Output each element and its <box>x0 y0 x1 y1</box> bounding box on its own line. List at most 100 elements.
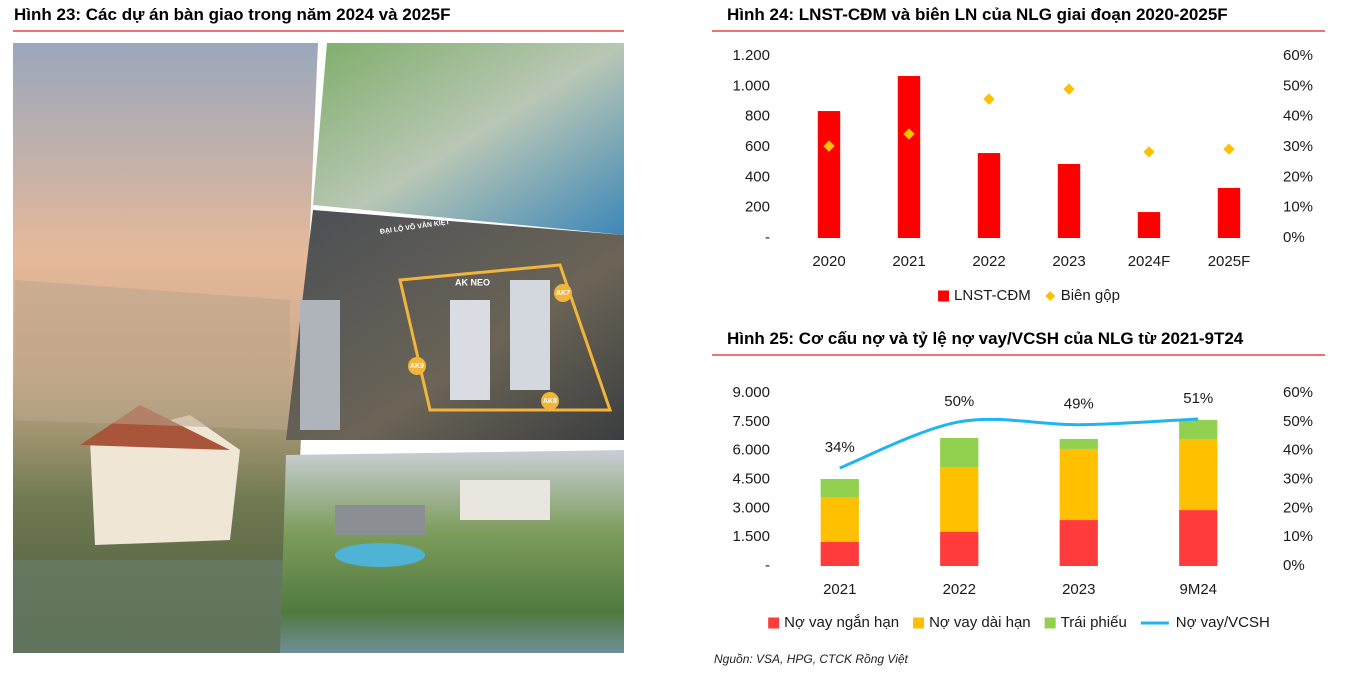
y2-tick-label: 0% <box>1283 557 1305 574</box>
photo-lake <box>13 560 293 653</box>
y2-tick-label: 20% <box>1283 499 1313 516</box>
bar <box>1059 438 1098 449</box>
y-tick-label: 7.500 <box>732 413 770 430</box>
legend-item: Biên gộp <box>1045 287 1120 304</box>
y-tick-label: 400 <box>745 168 770 185</box>
legend-swatch <box>1044 617 1056 629</box>
legend-swatch <box>938 290 950 302</box>
y2-tick-label: 30% <box>1283 138 1313 155</box>
image-label: AK8 <box>543 398 557 405</box>
bar <box>820 541 859 566</box>
marker <box>983 93 995 105</box>
marker <box>1063 83 1075 95</box>
legend-item: Trái phiếu <box>1044 614 1127 631</box>
legend-item: Nợ vay dài hạn <box>913 614 1031 631</box>
photo-aerial <box>313 43 624 235</box>
y-tick-label: 1.500 <box>732 528 770 545</box>
bar <box>940 437 979 468</box>
x-tick-label: 2022 <box>972 253 1005 270</box>
bar <box>1179 419 1218 439</box>
y2-tick-label: 10% <box>1283 528 1313 545</box>
bar <box>1059 520 1098 566</box>
legend-label: Biên gộp <box>1061 287 1120 304</box>
source-note: Nguồn: VSA, HPG, CTCK Rồng Việt <box>714 652 909 666</box>
x-tick-label: 9M24 <box>1179 581 1217 598</box>
y2-tick-label: 40% <box>1283 108 1313 125</box>
y2-tick-label: 60% <box>1283 47 1313 64</box>
bar <box>817 111 841 238</box>
bar <box>1179 510 1218 566</box>
y2-tick-label: 40% <box>1283 442 1313 459</box>
badge <box>554 284 572 302</box>
y-tick-label: - <box>765 557 770 574</box>
legend-swatch <box>768 617 780 629</box>
bar <box>1179 438 1218 511</box>
bar <box>1217 187 1241 238</box>
x-tick-label: 2020 <box>812 253 845 270</box>
y2-tick-label: 0% <box>1283 229 1305 246</box>
photo-houses <box>15 280 290 430</box>
image-label: AK7 <box>556 290 570 297</box>
data-label: 51% <box>1183 390 1213 407</box>
figure-title: Hình 23: Các dự án bàn giao trong năm 20… <box>14 5 451 24</box>
legend-label: Trái phiếu <box>1061 614 1127 631</box>
x-tick-label: 2021 <box>823 581 856 598</box>
bar <box>820 496 859 542</box>
marker <box>823 140 835 152</box>
data-label: 50% <box>944 393 974 410</box>
legend-swatch <box>913 617 925 629</box>
y2-tick-label: 20% <box>1283 168 1313 185</box>
image-label: AK9 <box>410 363 424 370</box>
x-tick-label: 2024F <box>1128 253 1171 270</box>
y2-tick-label: 60% <box>1283 384 1313 401</box>
bar <box>940 467 979 532</box>
x-tick-label: 2023 <box>1062 581 1095 598</box>
bar <box>1059 448 1098 521</box>
y-tick-label: 1.000 <box>732 77 770 94</box>
badge <box>541 392 559 410</box>
legend-label: LNST-CĐM <box>954 287 1031 304</box>
legend-item: Nợ vay/VCSH <box>1140 614 1270 631</box>
legend-swatch <box>1045 291 1056 301</box>
chart-title: Hình 25: Cơ cấu nợ và tỷ lệ nợ vay/VCSH … <box>727 329 1244 348</box>
chart-title: Hình 24: LNST-CĐM và biên LN của NLG gia… <box>727 5 1228 24</box>
photo-roof <box>80 405 230 450</box>
data-label: 49% <box>1064 396 1094 413</box>
line <box>839 417 1199 470</box>
x-tick-label: 2025F <box>1208 253 1251 270</box>
bar <box>940 531 979 566</box>
bar <box>897 76 921 239</box>
photo-park <box>280 450 624 653</box>
legend-label: Nợ vay/VCSH <box>1176 614 1270 631</box>
y-tick-label: 600 <box>745 138 770 155</box>
legend-item: Nợ vay ngắn hạn <box>768 614 899 631</box>
marker <box>903 128 915 140</box>
y-tick-label: 4.500 <box>732 470 770 487</box>
y2-tick-label: 50% <box>1283 77 1313 94</box>
y2-tick-label: 50% <box>1283 413 1313 430</box>
y-tick-label: 6.000 <box>732 442 770 459</box>
legend-label: Nợ vay ngắn hạn <box>784 614 899 631</box>
photo-house <box>460 480 550 520</box>
bar <box>1057 163 1081 238</box>
photo-tower <box>510 280 550 390</box>
data-label: 34% <box>825 439 855 456</box>
y-tick-label: 3.000 <box>732 499 770 516</box>
y-tick-label: 200 <box>745 199 770 216</box>
photo-pool <box>335 543 425 567</box>
marker <box>1143 146 1155 158</box>
x-tick-label: 2023 <box>1052 253 1085 270</box>
y-tick-label: - <box>765 229 770 246</box>
bar <box>977 153 1001 238</box>
photo-tower <box>300 300 340 430</box>
x-tick-label: 2022 <box>943 581 976 598</box>
marker <box>1223 143 1235 155</box>
bar <box>820 479 859 497</box>
photo-building <box>335 505 425 535</box>
photo-tower <box>450 300 490 400</box>
badge <box>408 357 426 375</box>
legend-item: LNST-CĐM <box>938 287 1031 304</box>
x-tick-label: 2021 <box>892 253 925 270</box>
